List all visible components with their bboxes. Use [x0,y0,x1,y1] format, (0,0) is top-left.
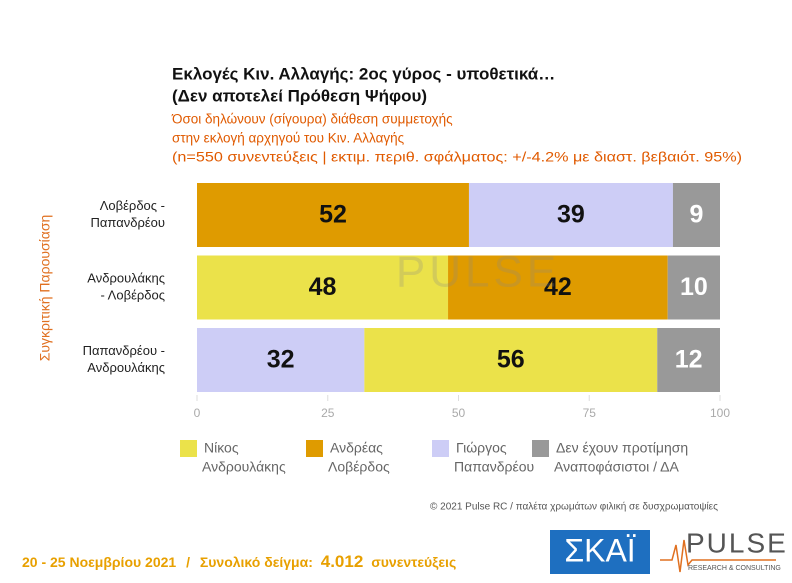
y-axis-label: Συγκριτική Παρουσίαση [37,215,53,362]
bar-segment [448,255,668,320]
skai-logo: ΣΚΑΪ [564,532,635,568]
data-label: 56 [497,346,525,374]
legend-label: Ανδρουλάκης [202,459,286,475]
data-label: 9 [690,201,704,229]
subtitle: Όσοι δηλώνουν (σίγουρα) διάθεση συμμετοχ… [171,112,453,127]
data-label: 52 [319,201,347,229]
y-tick-label: Λοβέρδος - [100,198,165,213]
data-label: 48 [309,273,337,301]
pulse-logo-line [660,539,776,573]
bar-segment [657,328,720,392]
bar-segment [197,255,449,320]
legend-label: Γιώργος [456,440,507,456]
bar-segment [468,183,673,247]
legend-swatch [180,440,197,457]
y-tick-label: Παπανδρέου [91,215,165,230]
x-tick-label: 100 [710,406,730,420]
sample-unit: συνεντεύξεις [371,554,456,570]
credit: © 2021 Pulse RC / παλέτα χρωμάτων φιλική… [430,501,718,513]
legend-swatch [306,440,323,457]
subtitle: (n=550 συνεντεύξεις | εκτιμ. περιθ. σφάλ… [172,150,742,165]
data-label: 32 [267,346,295,374]
skai-logo-box [550,530,650,574]
data-label: 12 [675,346,703,374]
data-label: 39 [557,201,585,229]
data-label: 10 [680,273,708,301]
bar-segment [667,255,720,320]
x-tick-label: 25 [321,406,335,420]
y-tick-label: Ανδρουλάκης [87,360,165,375]
legend-label: Ανδρέας [330,440,383,456]
x-tick-label: 75 [583,406,597,420]
legend-label: Νίκος [204,440,239,456]
pulse-logo: PULSE [686,527,788,558]
sample-label: Συνολικό δείγμα: [200,554,313,570]
bar-segment [197,328,365,392]
y-tick-label: - Λοβέρδος [100,287,165,302]
chart-title: Εκλογές Κιν. Αλλαγής: 2ος γύρος - υποθετ… [172,64,555,83]
date: 20 - 25 Νοεμβρίου 2021 [22,554,176,570]
legend-label: Δεν έχουν προτίμηση [556,440,688,456]
bar-segment [672,183,720,247]
subtitle: στην εκλογή αρχηγού του Κιν. Αλλαγής [172,131,405,146]
y-tick-label: Παπανδρέου - [83,343,165,358]
legend-swatch [432,440,449,457]
x-tick-label: 0 [194,406,201,420]
legend-label: Αναποφάσιστοι / ΔΑ [554,459,679,475]
bar-segment [364,328,658,392]
sample-value: 4.012 [321,552,364,571]
legend-label: Παπανδρέου [454,459,534,475]
legend-swatch [532,440,549,457]
footer-line: 20 - 25 Νοεμβρίου 2021 / Συνολικό δείγμα… [22,552,456,571]
pulse-logo-sub: RESEARCH & CONSULTING [688,565,781,572]
legend-label: Λοβέρδος [328,459,390,475]
watermark: PULSE [396,248,560,297]
x-tick-label: 50 [452,406,466,420]
chart-title: (Δεν αποτελεί Πρόθεση Ψήφου) [172,86,427,105]
bar-segment [197,183,469,247]
y-tick-label: Ανδρουλάκης [87,270,165,285]
data-label: 42 [544,273,572,301]
separator: / [186,554,190,570]
